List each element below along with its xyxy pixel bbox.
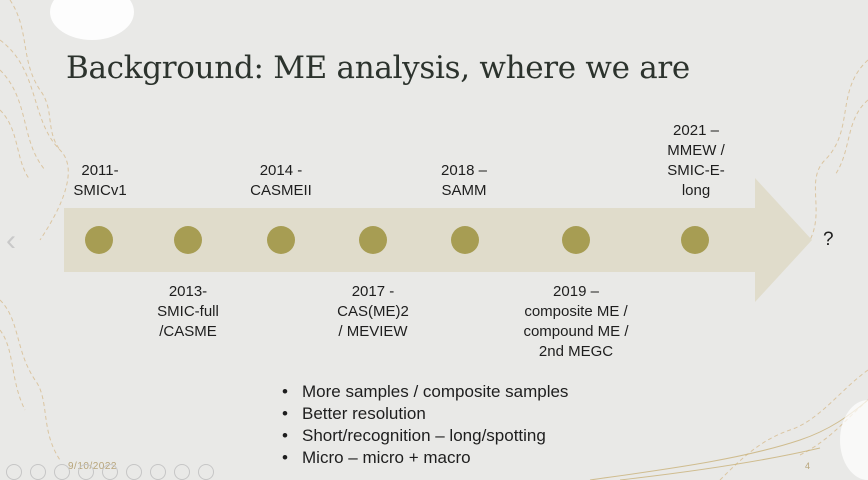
presenter-control-icon[interactable] <box>30 464 46 480</box>
milestone-dot <box>359 226 387 254</box>
milestone-label-2014: 2014 - CASMEII <box>250 162 312 199</box>
milestone-label-2018: 2018 – SAMM <box>441 162 487 199</box>
bullet-item: • Short/recognition – long/spotting <box>282 426 546 445</box>
presenter-control-icon[interactable] <box>126 464 142 480</box>
bullet-item: • More samples / composite samples <box>282 382 569 401</box>
slide-number: 4 <box>805 461 811 471</box>
milestone-dot <box>451 226 479 254</box>
presenter-control-icon[interactable] <box>150 464 166 480</box>
milestone-dot <box>267 226 295 254</box>
presenter-control-icon[interactable] <box>78 464 94 480</box>
chevron-left-icon[interactable]: ‹ <box>6 224 16 257</box>
bullet-item: • Better resolution <box>282 404 426 423</box>
timeline-end-question-mark: ? <box>823 229 834 250</box>
milestone-dot <box>562 226 590 254</box>
slide-title: Background: ME analysis, where we are <box>66 50 690 86</box>
milestone-dot <box>681 226 709 254</box>
presenter-control-icon[interactable] <box>102 464 118 480</box>
presenter-control-icon[interactable] <box>198 464 214 480</box>
milestone-dot <box>174 226 202 254</box>
bullet-item: • Micro – micro + macro <box>282 448 471 467</box>
presenter-control-icon[interactable] <box>54 464 70 480</box>
timeline-arrow <box>64 178 812 302</box>
milestone-label-2017: 2017 - CAS(ME)2/ MEVIEW <box>337 283 409 340</box>
presenter-control-icon[interactable] <box>6 464 22 480</box>
milestone-label-2011: 2011- SMICv1 <box>73 162 127 199</box>
milestone-label-2019: 2019 – composite ME / compound ME /2nd MEG… <box>523 283 629 360</box>
presenter-control-icon[interactable] <box>174 464 190 480</box>
milestone-label-2021: 2021 – MMEW / SMIC-E-long <box>667 122 725 199</box>
milestone-label-2013: 2013- SMIC-full/CASME <box>157 283 219 340</box>
bullet-list: • More samples / composite samples • Bette… <box>282 381 568 469</box>
milestone-dot <box>85 226 113 254</box>
